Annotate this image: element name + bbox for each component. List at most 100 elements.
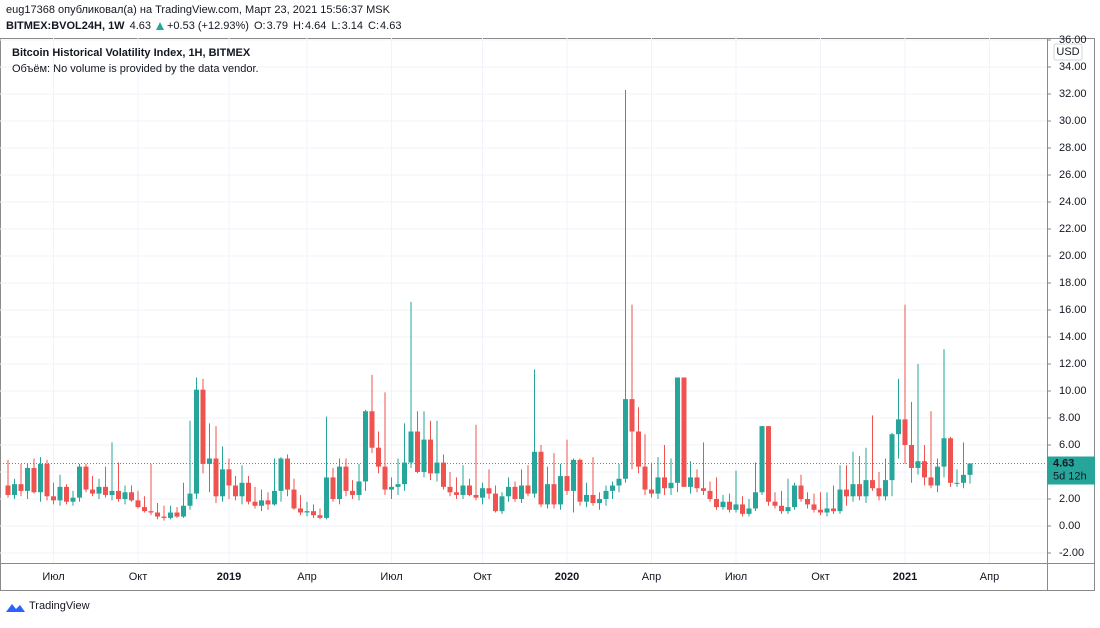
candle-body xyxy=(278,458,284,491)
last-price-box xyxy=(1047,456,1095,485)
candle-body xyxy=(961,474,966,483)
ohlc-label: H: xyxy=(293,20,304,32)
candle-body xyxy=(662,477,667,489)
x-tick-label: Окт xyxy=(129,571,148,583)
candle-body xyxy=(837,489,843,512)
candle-body xyxy=(642,466,648,490)
candle-body xyxy=(51,496,56,501)
brand-name: TradingView xyxy=(29,600,90,612)
grid xyxy=(0,38,1047,563)
candle-body xyxy=(246,482,251,502)
candle-body xyxy=(857,484,862,497)
candle-body xyxy=(779,505,784,512)
publisher-line: eug17368 опубликовал(а) на TradingView.c… xyxy=(6,4,391,16)
candle-body xyxy=(538,451,544,505)
candle-body xyxy=(304,511,310,513)
candle-body xyxy=(194,389,199,494)
candle-body xyxy=(668,482,674,489)
x-tick-label: Апр xyxy=(642,571,661,583)
candle-body xyxy=(311,511,316,516)
candle-body xyxy=(681,377,687,487)
candle-body xyxy=(291,489,297,509)
candle-body xyxy=(967,463,973,475)
x-tick-label: 2019 xyxy=(217,571,241,583)
candle-body xyxy=(44,463,50,497)
candle-body xyxy=(655,477,661,494)
candle-body xyxy=(493,493,498,512)
axes: -2.000.002.004.006.008.0010.0012.0014.00… xyxy=(42,34,1095,583)
x-tick-label: Июл xyxy=(380,571,402,583)
candle-body xyxy=(272,490,277,505)
candle-body xyxy=(805,499,810,505)
ohlc-value: 4.63 xyxy=(380,20,401,32)
candle-body xyxy=(525,485,531,494)
candle-body xyxy=(824,508,830,513)
candle-body xyxy=(252,501,258,506)
candle-body xyxy=(798,485,804,500)
candle-body xyxy=(90,489,95,494)
candle-body xyxy=(948,438,953,483)
candle-body xyxy=(473,494,479,498)
candle-body xyxy=(714,499,719,508)
last-price: 4.63 xyxy=(130,20,151,32)
candle-body xyxy=(532,451,537,494)
candle-body xyxy=(395,484,401,487)
candle-body xyxy=(610,485,615,491)
candle-body xyxy=(545,484,550,505)
candle-body xyxy=(454,492,459,495)
candle-body xyxy=(506,486,511,497)
candle-body xyxy=(909,445,914,468)
candle-body xyxy=(317,515,323,518)
currency[interactable]: USD xyxy=(1056,46,1079,58)
candle-body xyxy=(486,488,492,494)
candle-body xyxy=(18,484,24,491)
candle-body xyxy=(226,469,232,486)
candle-body xyxy=(467,485,472,495)
candle-body xyxy=(324,477,329,518)
candle-body xyxy=(941,438,947,467)
candle-body xyxy=(174,512,180,517)
candle-body xyxy=(512,486,518,500)
candle-body xyxy=(376,447,381,467)
chart-frame xyxy=(0,38,1095,591)
y-tick-label: 22.00 xyxy=(1059,223,1087,235)
candle-body xyxy=(207,458,212,464)
candle-body xyxy=(181,505,186,517)
candle-body xyxy=(629,399,635,432)
candle-body xyxy=(746,508,752,514)
volume-note: Объём: No volume is provided by the data… xyxy=(12,63,259,75)
y-tick-label: 8.00 xyxy=(1059,412,1080,424)
candle-body xyxy=(694,477,700,489)
candle-body xyxy=(720,501,726,508)
candle-body xyxy=(603,490,609,500)
candle-body xyxy=(135,500,141,508)
candle-body xyxy=(12,484,17,495)
candle-body xyxy=(636,431,641,467)
candle-body xyxy=(499,496,505,512)
candles xyxy=(0,89,1047,521)
last-price-label: 4.63 xyxy=(1053,457,1074,469)
candle-body xyxy=(408,431,414,463)
ohlc-label: O: xyxy=(254,20,266,32)
candle-body xyxy=(850,484,856,497)
candle-body xyxy=(142,507,147,512)
ohlc-value: 3.14 xyxy=(342,20,363,32)
candle-body xyxy=(109,490,115,495)
candle-body xyxy=(434,462,440,474)
candle-body xyxy=(915,461,921,468)
candle-body xyxy=(96,486,102,494)
candle-body xyxy=(103,486,108,495)
currency-box[interactable] xyxy=(1053,43,1083,61)
candle-body xyxy=(116,490,121,500)
bar-countdown: 5d 12h xyxy=(1053,470,1087,482)
y-tick-label: 24.00 xyxy=(1059,196,1087,208)
candle-body xyxy=(590,494,596,504)
y-tick-label: 20.00 xyxy=(1059,250,1087,262)
candle-body xyxy=(356,481,362,495)
candle-body xyxy=(564,476,570,491)
candle-body xyxy=(441,462,446,487)
y-tick-label: 12.00 xyxy=(1059,358,1087,370)
candle-body xyxy=(922,461,927,478)
candle-body xyxy=(753,492,758,509)
